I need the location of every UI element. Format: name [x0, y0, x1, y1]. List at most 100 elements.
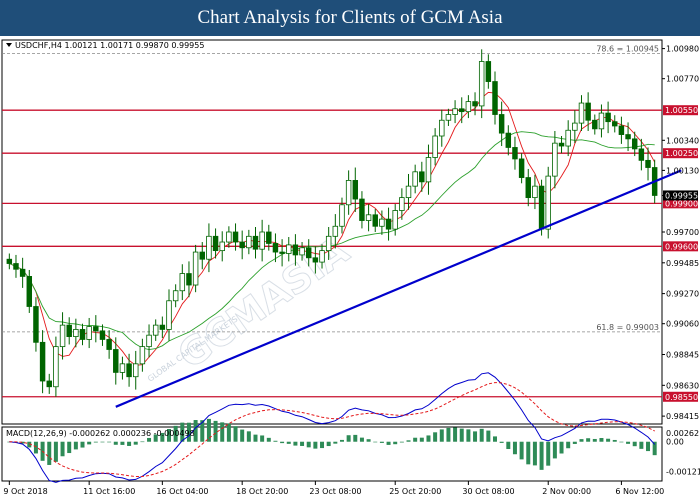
candle-body-46 [312, 257, 319, 263]
candle-body-73 [492, 81, 498, 115]
level-label-1-bg [663, 148, 698, 159]
level-label-0: 1.00550 [665, 106, 698, 115]
y-tick-label-11: 0.99270 [666, 290, 699, 299]
candle-body-28 [192, 251, 199, 286]
candle-body-25 [172, 290, 179, 302]
candle-body-62 [419, 171, 425, 183]
macd-hist-30 [206, 418, 211, 442]
candle-body-48 [325, 235, 332, 252]
candle-body-14 [99, 330, 106, 340]
x-tick-label-6: 30 Oct 08:00 [462, 487, 514, 496]
macd-hist-77 [519, 441, 524, 460]
candle-body-66 [445, 114, 452, 121]
macd-hist-82 [552, 441, 557, 459]
moving-averages-layer [9, 91, 656, 366]
macd-hist-40 [273, 440, 278, 442]
macd-hist-43 [293, 441, 298, 446]
candle-body-57 [385, 218, 392, 230]
macd-hist-39 [266, 437, 271, 442]
macd-hist-44 [300, 441, 305, 446]
macd-hist-71 [479, 428, 484, 442]
candle-body-5 [39, 341, 46, 382]
macd-hist-3 [27, 441, 32, 448]
candle-body-59 [399, 197, 405, 211]
candle-body-3 [26, 276, 33, 307]
candle-body-54 [365, 214, 372, 221]
macd-hist-65 [439, 429, 444, 442]
candle-body-96 [645, 159, 651, 168]
candle-body-87 [585, 102, 591, 121]
y-tick-label-6: 0.99955 [665, 191, 698, 200]
candle-body-50 [339, 204, 345, 227]
y-tick-label-5: 1.00130 [666, 166, 699, 175]
candle-body-81 [545, 175, 551, 230]
candle-body-56 [379, 218, 385, 227]
macd-hist-28 [193, 420, 198, 442]
candle-body-33 [226, 231, 232, 243]
candle-body-43 [292, 244, 299, 256]
macd-hist-61 [413, 437, 418, 442]
candle-body-82 [552, 142, 558, 177]
macd-hist-41 [280, 441, 285, 444]
level-label-2-bg [663, 198, 698, 209]
candle-body-44 [299, 247, 305, 256]
macd-panel-frame [1, 426, 663, 482]
candle-body-94 [631, 138, 638, 150]
candle-body-42 [286, 244, 292, 254]
candle-body-9 [66, 324, 72, 337]
candle-body-69 [465, 101, 472, 113]
macd-hist-66 [446, 427, 451, 442]
macd-y-tick-label-2: -0.00121 [666, 467, 700, 476]
level-label-1: 1.00250 [665, 149, 698, 158]
candle-body-55 [372, 214, 378, 227]
macd-hist-72 [486, 430, 491, 442]
candle-body-7 [53, 346, 59, 388]
trendline [115, 169, 682, 408]
macd-hist-89 [599, 438, 604, 442]
candle-body-23 [159, 324, 166, 330]
level-label-3: 0.99600 [665, 242, 698, 251]
macd-hist-19 [133, 441, 138, 445]
candle-body-30 [206, 235, 212, 260]
macd-hist-17 [120, 441, 125, 445]
macd-hist-16 [113, 441, 118, 445]
candle-body-1 [13, 263, 19, 270]
macd-hist-31 [213, 420, 218, 442]
candle-body-72 [485, 61, 492, 82]
macd-hist-22 [153, 434, 158, 442]
candle-body-76 [512, 147, 518, 160]
y-tick-label-12: 0.99060 [666, 320, 699, 329]
macd-hist-29 [200, 420, 205, 442]
x-tick-label-8: 6 Nov 12:00 [615, 487, 664, 496]
macd-hist-96 [646, 441, 651, 452]
candle-body-45 [305, 247, 312, 259]
candle-body-92 [618, 125, 625, 135]
macd-hist-49 [333, 441, 338, 444]
collapse-triangle-icon[interactable] [6, 43, 12, 47]
macd-hist-59 [399, 441, 404, 443]
y-tick-label-0: 1.00980 [666, 45, 699, 54]
candles-layer [6, 49, 658, 397]
macd-hist-70 [473, 431, 478, 442]
macd-hist-75 [506, 441, 511, 450]
candle-body-40 [272, 243, 279, 253]
levels-layer: 1.00550 1.00250 0.99900 0.99600 0.98550 [2, 105, 698, 402]
usdchf-chart: GCMASIA GLOBAL CAPITAL MARKETS 1.005501.… [1, 39, 700, 496]
y-tick-label-16: 0.98415 [666, 412, 699, 421]
candle-body-21 [146, 334, 152, 348]
candle-body-75 [505, 132, 512, 148]
macd-hist-45 [306, 441, 311, 448]
macd-hist-73 [493, 436, 497, 442]
candle-body-63 [425, 157, 432, 183]
candle-body-64 [432, 135, 438, 158]
candle-body-15 [106, 339, 112, 350]
candle-body-52 [352, 180, 359, 200]
macd-hist-7 [53, 441, 58, 462]
candle-body-74 [498, 114, 505, 134]
macd-hist-58 [393, 441, 398, 445]
candle-body-8 [59, 324, 66, 348]
candle-body-67 [452, 108, 458, 115]
x-tick-label-4: 23 Oct 08:00 [309, 487, 361, 496]
candle-body-11 [79, 329, 86, 340]
macd-hist-47 [320, 441, 325, 449]
